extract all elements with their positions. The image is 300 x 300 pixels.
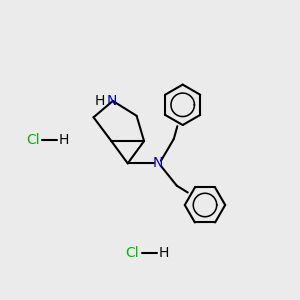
- Text: H: H: [158, 245, 169, 260]
- Text: N: N: [106, 94, 116, 108]
- Text: H: H: [94, 94, 104, 108]
- Text: N: N: [152, 156, 163, 170]
- Text: Cl: Cl: [26, 133, 39, 147]
- Text: H: H: [58, 133, 69, 147]
- Text: Cl: Cl: [125, 245, 139, 260]
